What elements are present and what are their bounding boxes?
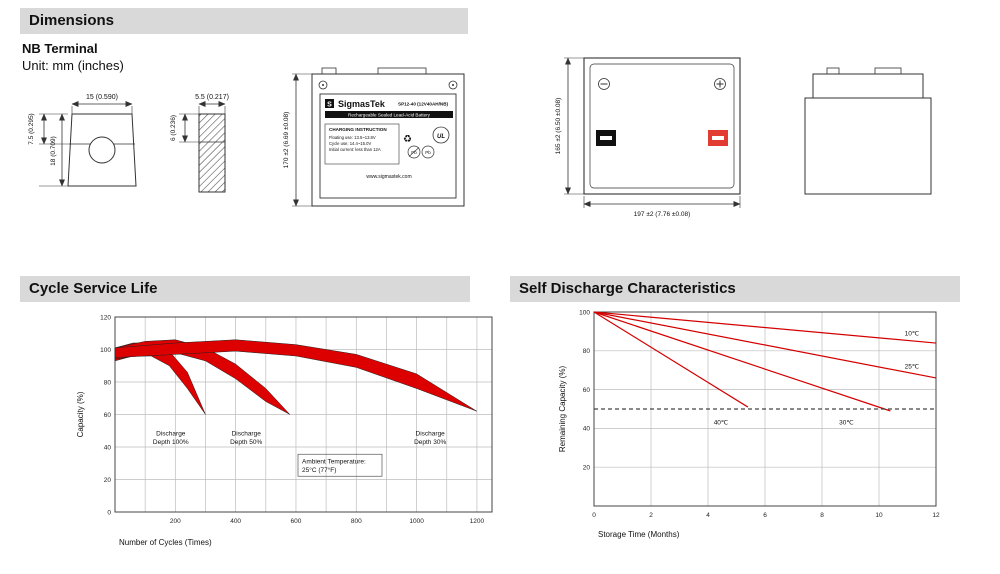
battery-front-view: 170 ±2 (6.69 ±0.08) S SigmasTek SP12-40 … — [283, 67, 465, 207]
svg-text:120: 120 — [100, 314, 111, 321]
svg-text:1200: 1200 — [470, 518, 485, 525]
side-view-body — [804, 97, 932, 195]
website-text: www.sigmastek.com — [366, 174, 411, 180]
svg-text:25°C (77°F): 25°C (77°F) — [302, 466, 336, 474]
svg-text:4: 4 — [706, 512, 710, 519]
brand-name: SigmasTek — [338, 99, 386, 109]
svg-text:12: 12 — [932, 512, 940, 519]
cycle-service-life-header: Cycle Service Life — [20, 276, 470, 302]
brand-logo-letter: S — [327, 102, 332, 109]
svg-text:40℃: 40℃ — [714, 420, 729, 427]
svg-text:Storage Time (Months): Storage Time (Months) — [598, 530, 680, 539]
svg-text:200: 200 — [170, 518, 181, 525]
pb-label-2: Pb — [425, 150, 431, 155]
terminal-side-height-dim: 6 (0.236) — [170, 115, 177, 141]
svg-text:60: 60 — [104, 412, 112, 419]
top-view-width-dim: 197 ±2 (7.76 ±0.08) — [634, 211, 691, 218]
battery-top-view: 165 ±2 (6.50 ±0.08) 197 ±2 (7.76 ±0.08) — [555, 57, 741, 218]
svg-text:0: 0 — [107, 509, 111, 516]
svg-text:80: 80 — [104, 379, 112, 386]
svg-text:400: 400 — [230, 518, 241, 525]
battery-side-view — [804, 67, 932, 195]
charging-title: CHARGING INSTRUCTION — [329, 127, 387, 132]
svg-text:Depth 30%: Depth 30% — [414, 439, 446, 446]
svg-text:Discharge: Discharge — [232, 431, 262, 438]
top-view-depth-dim: 165 ±2 (6.50 ±0.08) — [555, 98, 562, 155]
dimensions-section-header: Dimensions — [20, 8, 468, 34]
charging-line1: Floating use: 13.5~13.8V — [329, 135, 376, 140]
svg-text:Discharge: Discharge — [416, 431, 446, 438]
svg-text:Depth 100%: Depth 100% — [153, 439, 189, 446]
svg-text:40: 40 — [583, 426, 591, 433]
svg-text:Depth 50%: Depth 50% — [230, 439, 262, 446]
battery-height-dim: 170 ±2 (6.69 ±0.08) — [283, 112, 290, 169]
svg-text:100: 100 — [579, 309, 590, 316]
terminal-side-shape — [198, 113, 226, 193]
battery-top-bump-right — [377, 67, 427, 75]
terminal-width-dim: 15 (0.590) — [86, 94, 118, 101]
svg-text:2: 2 — [649, 512, 653, 519]
battery-top-bump-left — [321, 67, 337, 75]
recycle-icon: ♻ — [403, 134, 412, 145]
charging-line2: Cycle use: 14.4~15.0V — [329, 141, 371, 146]
charging-line3: Initial current: less than 12A — [329, 147, 381, 152]
terminal-side-drawing: 5.5 (0.217) 6 (0.236) — [170, 94, 229, 193]
terminal-upper-height-dim: 7.5 (0.295) — [28, 113, 35, 144]
svg-text:Capacity (%): Capacity (%) — [76, 391, 85, 437]
svg-text:1000: 1000 — [409, 518, 424, 525]
svg-text:60: 60 — [583, 387, 591, 394]
cycle-service-life-chart: 200 400 600 800 1000 1200 0 20 40 60 80 100 120 Disch… — [76, 314, 493, 547]
svg-text:800: 800 — [351, 518, 362, 525]
terminal-side-width-dim: 5.5 (0.217) — [195, 94, 229, 101]
side-view-lid — [812, 73, 924, 99]
self-discharge-chart: 0 2 4 6 8 10 12 20 40 60 80 100 10℃ 25℃ 40℃ 30℃ Remainin… — [558, 309, 940, 539]
pb-icon-2 — [421, 145, 435, 159]
label-subtitle-bar — [325, 111, 453, 118]
svg-text:10: 10 — [875, 512, 883, 519]
svg-text:80: 80 — [583, 348, 591, 355]
terminal-front-drawing: 15 (0.590) 7.5 (0.295) 18 (0.709) — [28, 94, 137, 187]
top-view-inner-outline — [589, 63, 735, 189]
svg-text:Ambient Temperature:: Ambient Temperature: — [302, 458, 366, 465]
ul-label: UL — [437, 134, 445, 140]
svg-text:6: 6 — [763, 512, 767, 519]
brand-logo-icon — [325, 99, 334, 108]
svg-text:20: 20 — [583, 465, 591, 472]
terminal-bolt-hole — [88, 136, 116, 164]
terminal-type-label: NB Terminal — [22, 41, 98, 56]
svg-text:30℃: 30℃ — [839, 420, 854, 427]
svg-text:0: 0 — [592, 512, 596, 519]
svg-text:Number of Cycles (Times): Number of Cycles (Times) — [119, 538, 212, 547]
svg-text:25℃: 25℃ — [905, 363, 920, 370]
svg-text:Remaining Capacity (%): Remaining Capacity (%) — [558, 366, 567, 453]
ul-icon — [432, 126, 450, 144]
svg-text:10℃: 10℃ — [905, 330, 920, 337]
svg-text:600: 600 — [291, 518, 302, 525]
label-subtitle: Rechargeable Sealed Lead-Acid Battery — [348, 112, 431, 117]
svg-text:20: 20 — [104, 477, 112, 484]
terminal-total-height-dim: 18 (0.709) — [50, 136, 57, 166]
self-discharge-header: Self Discharge Characteristics — [510, 276, 960, 302]
svg-text:100: 100 — [100, 347, 111, 354]
charging-instruction-box — [324, 123, 400, 165]
unit-label: Unit: mm (inches) — [22, 58, 124, 73]
svg-text:40: 40 — [104, 444, 112, 451]
svg-text:8: 8 — [820, 512, 824, 519]
pb-label-1: Pb — [411, 150, 417, 155]
svg-text:Discharge: Discharge — [156, 431, 186, 438]
model-number: SP12-40 (12V40AH/NB) — [398, 102, 449, 107]
